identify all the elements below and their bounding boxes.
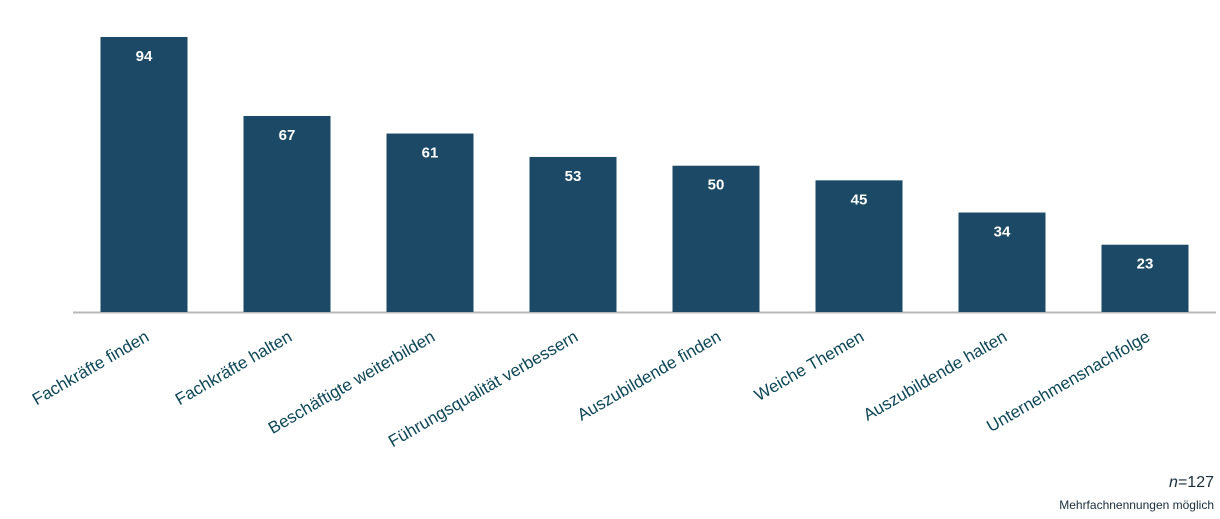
bar [529, 156, 617, 312]
value-label: 61 [422, 145, 439, 162]
value-label: 45 [851, 191, 868, 208]
value-label: 34 [994, 224, 1011, 241]
bar [815, 180, 903, 312]
value-label: 94 [136, 48, 153, 65]
footnote: Mehrfachnennungen möglich [1059, 498, 1214, 512]
bar [1101, 244, 1189, 312]
sample-variable: n [1169, 474, 1178, 491]
bar [243, 115, 331, 312]
sample-value: =127 [1178, 474, 1214, 491]
value-label: 67 [279, 127, 296, 144]
bar [958, 212, 1046, 312]
sample-size: n=127 [1169, 474, 1214, 491]
x-tick-label: Fachkräfte finden [29, 327, 152, 409]
bar [100, 37, 188, 312]
x-tick-label: Auszubildende halten [860, 327, 1010, 425]
x-tick-label: Fachkräfte halten [172, 327, 295, 409]
x-tick-label: Auszubildende finden [574, 327, 724, 425]
x-tick-label: Weiche Themen [751, 327, 867, 405]
value-label: 53 [565, 168, 582, 185]
bar [672, 165, 760, 312]
value-label: 50 [708, 177, 725, 194]
bar [386, 133, 474, 312]
value-label: 23 [1137, 256, 1154, 273]
